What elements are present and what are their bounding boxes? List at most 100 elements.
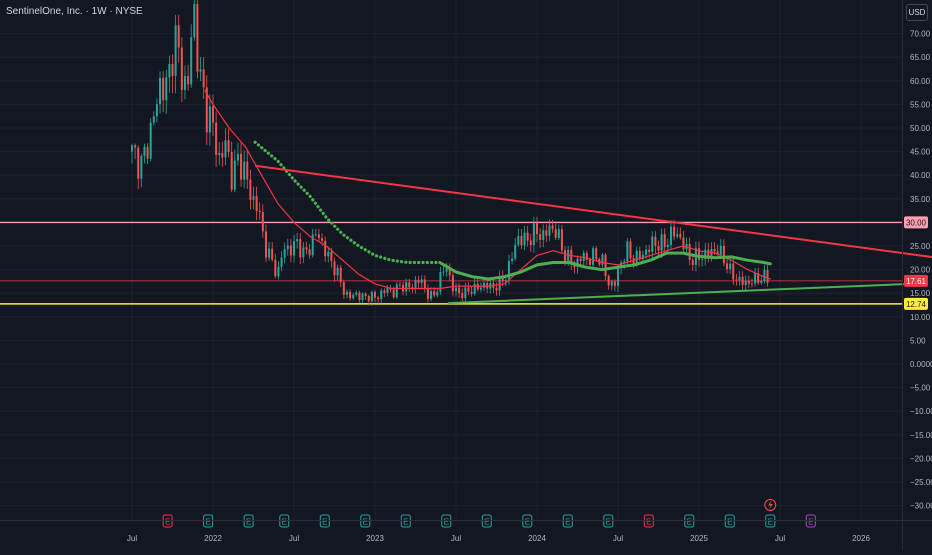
candle-body xyxy=(613,281,616,286)
candle-body xyxy=(289,245,292,256)
earnings-marker-label: E xyxy=(205,518,210,527)
candle-body xyxy=(308,249,311,256)
candle-body xyxy=(455,287,457,292)
candle-body xyxy=(585,253,588,260)
candle-body xyxy=(162,77,165,101)
candle-body xyxy=(673,226,676,237)
earnings-marker-label: E xyxy=(403,518,408,527)
candle-body xyxy=(679,234,682,238)
candle-body xyxy=(629,241,632,259)
candle-body xyxy=(747,280,750,284)
x-tick-label: Jul xyxy=(613,534,623,543)
candle-body xyxy=(355,292,358,295)
candle-body xyxy=(545,230,548,236)
candle-body xyxy=(551,225,554,230)
candle-body xyxy=(766,269,769,283)
candle-body xyxy=(180,47,183,90)
candle-body xyxy=(205,87,208,133)
candle-body xyxy=(638,250,641,260)
candle-body xyxy=(386,287,389,293)
candle-body xyxy=(704,249,707,260)
candle-body xyxy=(155,104,158,117)
candle-body xyxy=(529,240,532,246)
candle-body xyxy=(134,145,137,148)
earnings-marker-label: E xyxy=(282,518,287,527)
earnings-marker-label: E xyxy=(363,518,368,527)
candle-body xyxy=(498,275,501,291)
x-tick-label: 2025 xyxy=(690,534,708,543)
candle-body xyxy=(564,250,567,261)
candle-body xyxy=(663,234,666,248)
y-tick-label: 25.00 xyxy=(910,242,931,251)
candle-body xyxy=(576,258,579,268)
candle-body xyxy=(174,25,177,77)
candle-body xyxy=(651,236,654,252)
price-label: 30.00 xyxy=(906,218,927,227)
candle-body xyxy=(146,146,149,159)
candle-body xyxy=(177,25,180,48)
candle-body xyxy=(171,63,174,77)
candle-body xyxy=(411,287,414,289)
candle-body xyxy=(669,226,672,245)
candle-body xyxy=(202,69,205,88)
resistance-trendline xyxy=(254,164,932,259)
candle-body xyxy=(333,261,336,276)
candle-body xyxy=(336,267,339,276)
x-tick-label: 2023 xyxy=(366,534,384,543)
y-tick-label: 20.00 xyxy=(910,266,931,275)
candle-body xyxy=(367,295,370,302)
candle-body xyxy=(682,237,685,250)
x-tick-label: Jul xyxy=(289,534,299,543)
candle-body xyxy=(588,259,591,265)
candle-body xyxy=(430,291,433,299)
x-tick-label: 2026 xyxy=(852,534,870,543)
lightning-icon xyxy=(768,500,773,510)
candle-body xyxy=(208,106,211,133)
candle-body xyxy=(623,261,626,263)
candle-body xyxy=(280,257,283,267)
earnings-marker-label: E xyxy=(727,518,732,527)
candle-body xyxy=(579,258,582,262)
earnings-marker-label: E xyxy=(808,518,813,527)
candle-body xyxy=(380,290,383,300)
candle-body xyxy=(595,248,598,260)
candle-body xyxy=(666,244,669,248)
candle-body xyxy=(698,248,700,260)
candle-body xyxy=(526,232,529,241)
earnings-marker-label: E xyxy=(165,518,170,527)
candle-body xyxy=(233,160,236,190)
candle-body xyxy=(726,263,729,270)
candle-body xyxy=(183,76,186,90)
candle-body xyxy=(735,279,738,281)
candle-body xyxy=(445,268,448,272)
price-label-box xyxy=(904,216,928,229)
candle-body xyxy=(511,258,514,261)
y-tick-label: −15.00 xyxy=(910,431,932,440)
candle-body xyxy=(398,284,401,286)
support-trendline xyxy=(447,282,913,305)
candle-body xyxy=(592,248,595,265)
candle-body xyxy=(476,283,479,290)
price-axis: 70.00 65.00 60.00 55.00 50.00 45.00 40.00 35.00… xyxy=(910,30,932,511)
candle-body xyxy=(439,271,442,292)
y-tick-label: 50.00 xyxy=(910,124,931,133)
candle-body xyxy=(327,251,330,257)
candle-body xyxy=(352,294,355,299)
candle-body xyxy=(305,247,308,250)
candle-body xyxy=(187,76,190,85)
earnings-marker-label: E xyxy=(444,518,449,527)
candle-body xyxy=(570,249,573,264)
candle-body xyxy=(610,281,613,286)
candle-body xyxy=(626,241,629,262)
y-tick-label: 55.00 xyxy=(910,100,931,109)
candle-body xyxy=(252,196,255,200)
candle-body xyxy=(274,259,277,277)
candle-body xyxy=(349,291,352,299)
moving-averages-layer xyxy=(204,89,772,290)
currency-button[interactable]: USD xyxy=(906,4,928,21)
y-tick-label: 15.00 xyxy=(910,289,931,298)
earnings-marker-label: E xyxy=(322,518,327,527)
candle-body xyxy=(168,63,171,78)
